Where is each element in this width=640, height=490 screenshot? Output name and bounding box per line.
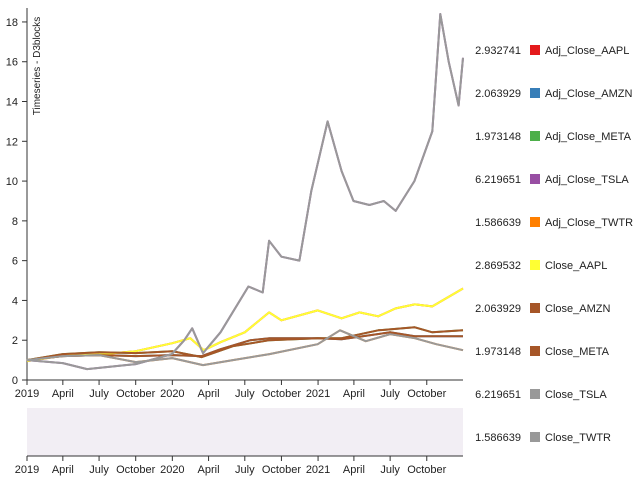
legend-swatch (530, 432, 540, 442)
brush-x-tick-label: April (343, 464, 365, 476)
legend-item[interactable]: 2.063929 Adj_Close_AMZN (475, 88, 632, 100)
legend-value: 1.973148 (475, 346, 521, 358)
x-tick-label: April (198, 388, 220, 400)
legend-value: 2.932741 (475, 45, 521, 57)
x-tick-label: 2019 (15, 388, 39, 400)
y-tick-label: 10 (6, 176, 18, 188)
legend-item[interactable]: 6.219651 Close_TSLA (475, 389, 607, 401)
legend-item[interactable]: 6.219651 Adj_Close_TSLA (475, 174, 629, 186)
legend-label: Close_AMZN (545, 303, 610, 315)
legend-swatch (530, 45, 540, 55)
brush-x-axis-ticks: 2019 April July October 2020 April July October… (15, 456, 447, 476)
brush-area[interactable] (27, 408, 463, 456)
legend-value: 1.973148 (475, 131, 521, 143)
legend-swatch (530, 174, 540, 184)
legend-value: 1.586639 (475, 432, 521, 444)
legend-swatch (530, 131, 540, 141)
x-tick-label: July (235, 388, 255, 400)
x-tick-label: October (262, 388, 301, 400)
series-line-close-meta (26, 326, 464, 362)
legend-label: Close_META (545, 346, 610, 358)
series-line-close-aapl (26, 287, 464, 363)
x-tick-label: 2021 (306, 388, 330, 400)
series-line-close-tsla (26, 13, 464, 371)
y-tick-label: 18 (6, 17, 18, 29)
legend-swatch (530, 303, 540, 313)
brush-x-tick-label: April (198, 464, 220, 476)
y-tick-label: 6 (12, 256, 18, 268)
legend-value: 2.063929 (475, 88, 521, 100)
legend-value: 2.063929 (475, 303, 521, 315)
brush-x-tick-label: July (89, 464, 109, 476)
brush-x-tick-label: July (235, 464, 255, 476)
legend-swatch (530, 389, 540, 399)
legend-value: 6.219651 (475, 389, 521, 401)
legend-value: 1.586639 (475, 217, 521, 229)
legend-label: Close_AAPL (545, 260, 607, 272)
brush-x-tick-label: July (380, 464, 400, 476)
legend-value: 2.869532 (475, 260, 521, 272)
brush-x-tick-label: 2019 (15, 464, 39, 476)
legend-item[interactable]: 2.063929 Close_AMZN (475, 303, 610, 315)
brush-x-tick-label: 2020 (160, 464, 184, 476)
legend-label: Adj_Close_AAPL (545, 45, 629, 57)
y-tick-label: 8 (12, 216, 18, 228)
x-tick-label: October (116, 388, 155, 400)
chart-title: Timeseries - D3blocks (32, 17, 43, 116)
legend-swatch (530, 217, 540, 227)
legend-label: Adj_Close_AMZN (545, 88, 632, 100)
x-tick-label: 2020 (160, 388, 184, 400)
y-tick-label: 4 (12, 295, 18, 307)
legend-item[interactable]: 1.973148 Close_META (475, 346, 610, 358)
legend-value: 6.219651 (475, 174, 521, 186)
x-tick-label: July (89, 388, 109, 400)
legend-item[interactable]: 1.586639 Close_TWTR (475, 432, 611, 444)
x-axis-ticks: 2019 April July October 2020 April July October… (15, 380, 447, 400)
legend-item[interactable]: 2.869532 Close_AAPL (475, 260, 607, 272)
x-tick-label: April (52, 388, 74, 400)
series-line-close-twtr (26, 329, 464, 367)
brush-x-tick-label: 2021 (306, 464, 330, 476)
legend-swatch (530, 88, 540, 98)
legend-swatch (530, 346, 540, 356)
legend-swatch (530, 260, 540, 270)
legend-label: Adj_Close_TSLA (545, 174, 629, 186)
plot-background (27, 12, 463, 380)
brush-x-tick-label: October (116, 464, 155, 476)
y-tick-label: 14 (6, 97, 18, 109)
y-tick-label: 0 (12, 375, 18, 387)
legend-label: Close_TSLA (545, 389, 607, 401)
y-axis-ticks: 0 2 4 6 8 10 12 14 16 18 (6, 17, 27, 387)
brush-x-tick-label: April (52, 464, 74, 476)
brush-x-tick-label: October (262, 464, 301, 476)
legend-label: Adj_Close_META (545, 131, 632, 143)
x-tick-label: April (343, 388, 365, 400)
series-lines (26, 13, 464, 371)
legend-label: Adj_Close_TWTR (545, 217, 633, 229)
legend-item[interactable]: 1.973148 Adj_Close_META (475, 131, 632, 143)
plot-area: 0 2 4 6 8 10 12 14 16 18 2019 April July October 2020… (6, 8, 464, 400)
y-tick-label: 12 (6, 136, 18, 148)
brush-x-tick-label: October (407, 464, 446, 476)
y-tick-label: 2 (12, 335, 18, 347)
x-tick-label: October (407, 388, 446, 400)
legend: 2.932741 Adj_Close_AAPL 2.063929 Adj_Close_… (475, 45, 633, 444)
legend-label: Close_TWTR (545, 432, 611, 444)
brush-panel[interactable]: 2019 April July October 2020 April July October… (15, 408, 463, 476)
legend-item[interactable]: 1.586639 Adj_Close_TWTR (475, 217, 633, 229)
x-tick-label: July (380, 388, 400, 400)
legend-item[interactable]: 2.932741 Adj_Close_AAPL (475, 45, 629, 57)
y-tick-label: 16 (6, 57, 18, 69)
